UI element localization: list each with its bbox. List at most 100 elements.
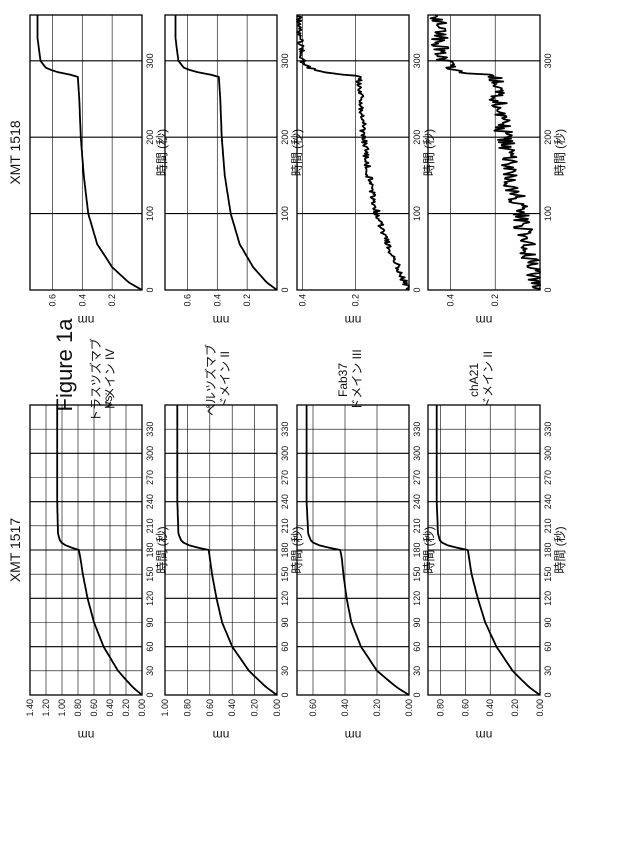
y-tick-label: 1.40 bbox=[25, 699, 35, 717]
x-tick-label: 270 bbox=[280, 470, 290, 485]
y-tick-label: 0.40 bbox=[340, 699, 350, 717]
y-tick-label: 0.80 bbox=[182, 699, 192, 717]
figure-title: Figure 1a bbox=[52, 318, 77, 412]
x-tick-label: 0 bbox=[412, 287, 422, 292]
panel-2: 0.20.40.6nm0100200300時間 (秒) bbox=[165, 15, 304, 327]
y-tick-label: 0.2 bbox=[351, 294, 361, 307]
x-tick-label: 0 bbox=[412, 692, 422, 697]
row-label: ドメイン IV bbox=[103, 349, 117, 412]
x-tick-label: 300 bbox=[280, 53, 290, 68]
x-tick-label: 270 bbox=[412, 470, 422, 485]
y-tick-label: 0.4 bbox=[297, 294, 307, 307]
x-tick-label: 0 bbox=[543, 287, 553, 292]
y-axis-label: nm bbox=[476, 313, 493, 327]
data-series-line bbox=[176, 15, 278, 290]
y-tick-label: 0.20 bbox=[250, 699, 260, 717]
chart-2: XMT 15180.20.40.6nm0100200300時間 (秒)0.20.… bbox=[7, 15, 567, 327]
y-tick-label: 0.80 bbox=[73, 699, 83, 717]
x-tick-label: 60 bbox=[145, 642, 155, 652]
x-tick-label: 60 bbox=[412, 642, 422, 652]
y-tick-label: 0.00 bbox=[272, 699, 282, 717]
x-tick-label: 210 bbox=[280, 518, 290, 533]
x-axis-label: 時間 (秒) bbox=[422, 129, 436, 176]
x-tick-label: 210 bbox=[412, 518, 422, 533]
x-tick-label: 150 bbox=[543, 567, 553, 582]
x-tick-label: 60 bbox=[280, 642, 290, 652]
y-tick-label: 0.20 bbox=[510, 699, 520, 717]
x-tick-label: 120 bbox=[145, 591, 155, 606]
chart-title: XMT 1518 bbox=[7, 120, 23, 185]
x-tick-label: 330 bbox=[543, 422, 553, 437]
x-tick-label: 30 bbox=[280, 666, 290, 676]
data-series-line bbox=[431, 15, 541, 290]
y-axis-label: nm bbox=[78, 728, 95, 742]
row-label: トラスツズマブ bbox=[88, 338, 103, 422]
panel-3: 0.2 0.4 nm 0 100 200 300 時間 (秒) bbox=[297, 15, 436, 327]
plot-frame bbox=[30, 15, 142, 290]
x-tick-label: 90 bbox=[145, 617, 155, 627]
y-tick-label: 0.20 bbox=[121, 699, 131, 717]
x-tick-label: 200 bbox=[412, 130, 422, 145]
plot-frame bbox=[165, 15, 277, 290]
row-label: ドメイン II bbox=[481, 351, 495, 409]
y-axis-label: nm bbox=[78, 313, 95, 327]
x-tick-label: 0 bbox=[145, 287, 155, 292]
y-tick-label: 1.00 bbox=[160, 699, 170, 717]
y-tick-label: 0.40 bbox=[485, 699, 495, 717]
x-tick-label: 120 bbox=[280, 591, 290, 606]
x-tick-label: 240 bbox=[543, 494, 553, 509]
x-tick-label: 180 bbox=[412, 542, 422, 557]
y-tick-label: 0.80 bbox=[435, 699, 445, 717]
y-tick-label: 0.2 bbox=[490, 294, 500, 307]
x-tick-label: 300 bbox=[412, 53, 422, 68]
x-tick-label: 270 bbox=[543, 470, 553, 485]
panel-4: 0.20.4nm0100200300時間 (秒) bbox=[428, 15, 567, 327]
row-label: ドメイン II bbox=[218, 351, 232, 409]
row-label: Fab37 bbox=[336, 363, 350, 397]
x-tick-label: 300 bbox=[145, 446, 155, 461]
x-tick-label: 60 bbox=[543, 642, 553, 652]
x-tick-label: 0 bbox=[543, 692, 553, 697]
x-axis-label: 時間 (秒) bbox=[155, 129, 169, 176]
panel-3: 0.000.200.400.60nm0306090120150180210240… bbox=[297, 405, 436, 742]
y-axis-label: nm bbox=[345, 728, 362, 742]
x-tick-label: 180 bbox=[543, 542, 553, 557]
x-tick-label: 90 bbox=[412, 617, 422, 627]
x-tick-label: 180 bbox=[280, 542, 290, 557]
x-tick-label: 30 bbox=[412, 666, 422, 676]
x-tick-label: 200 bbox=[145, 130, 155, 145]
x-axis-label: 時間 (秒) bbox=[553, 526, 567, 573]
row-label: chA21 bbox=[467, 363, 481, 397]
y-tick-label: 0.6 bbox=[47, 294, 57, 307]
x-tick-label: 90 bbox=[280, 617, 290, 627]
x-tick-label: 30 bbox=[145, 666, 155, 676]
data-series-line bbox=[297, 15, 409, 290]
y-tick-label: 1.20 bbox=[41, 699, 51, 717]
y-tick-label: 0.2 bbox=[242, 294, 252, 307]
chart-1: XMT 15170.000.200.400.600.801.001.201.40… bbox=[7, 405, 567, 742]
x-tick-label: 120 bbox=[543, 591, 553, 606]
plot-frame bbox=[297, 15, 409, 290]
x-tick-label: 210 bbox=[543, 518, 553, 533]
y-tick-label: 1.00 bbox=[57, 699, 67, 717]
x-tick-label: 240 bbox=[145, 494, 155, 509]
x-tick-label: 120 bbox=[412, 591, 422, 606]
x-tick-label: 180 bbox=[145, 542, 155, 557]
x-tick-label: 100 bbox=[145, 206, 155, 221]
x-tick-label: 240 bbox=[412, 494, 422, 509]
x-tick-label: 30 bbox=[543, 666, 553, 676]
y-tick-label: 0.60 bbox=[460, 699, 470, 717]
x-tick-label: 100 bbox=[412, 206, 422, 221]
row-label: ペルツズマブ bbox=[203, 344, 218, 416]
panel-1: 0.20.40.6nm0100200300時間 (秒) bbox=[30, 15, 169, 327]
panel-2: 0.000.200.400.600.801.00nm03060901201501… bbox=[160, 405, 304, 742]
y-axis-label: nm bbox=[345, 313, 362, 327]
x-tick-label: 200 bbox=[543, 130, 553, 145]
x-tick-label: 90 bbox=[543, 617, 553, 627]
x-tick-label: 300 bbox=[412, 446, 422, 461]
y-axis-label: nm bbox=[213, 728, 230, 742]
x-tick-label: 200 bbox=[280, 130, 290, 145]
y-tick-label: 0.40 bbox=[105, 699, 115, 717]
x-tick-label: 150 bbox=[412, 567, 422, 582]
y-tick-label: 0.60 bbox=[205, 699, 215, 717]
